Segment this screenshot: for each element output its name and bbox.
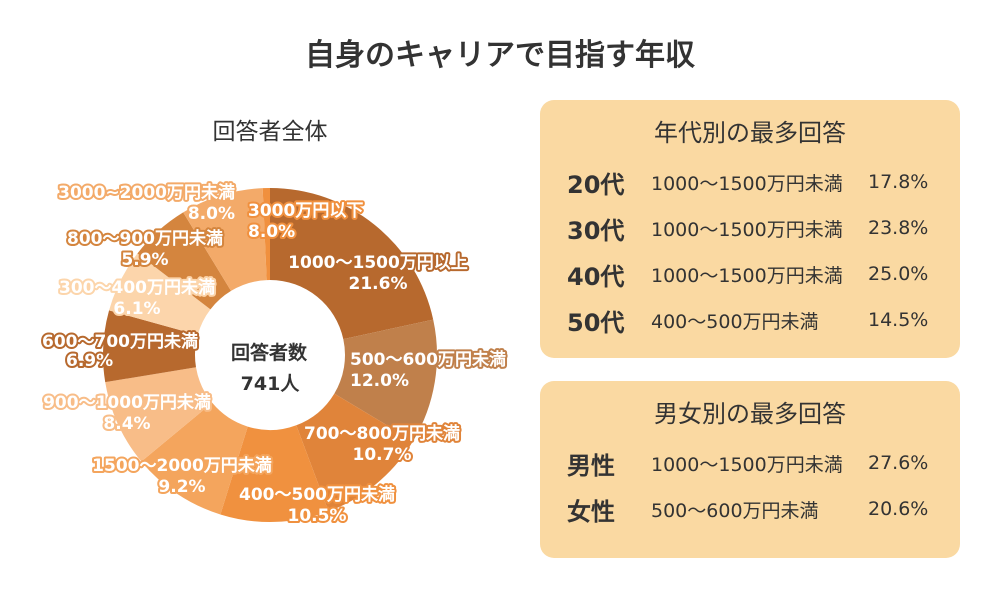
slice-label-value: 10.7%	[353, 445, 412, 465]
gender-row-range: 500〜600万円未満	[651, 499, 819, 522]
gender-row-range: 1000〜1500万円未満	[651, 453, 843, 476]
age-row-range: 400〜500万円未満	[651, 310, 819, 333]
age-row-range: 1000〜1500万円未満	[651, 218, 843, 241]
gender-row-label: 女性	[567, 497, 615, 526]
age-row-percent: 17.8%	[868, 171, 929, 193]
slice-label-category: 3000~2000万円未満	[58, 182, 235, 203]
age-row-label: 20代	[567, 170, 625, 199]
donut-slice	[262, 188, 270, 281]
age-row: 50代 400〜500万円未満 14.5%	[540, 297, 960, 343]
age-row: 40代 1000〜1500万円未満 25.0%	[540, 251, 960, 297]
age-row-label: 40代	[567, 262, 625, 291]
slice-label-category: 500〜600万円未満	[350, 349, 506, 370]
donut-slice	[270, 188, 434, 340]
slice-label-category: 300〜400万円未満	[59, 277, 215, 298]
slice-label-value: 9.2%	[158, 477, 205, 497]
donut-slice	[105, 367, 213, 462]
slice-label-value: 6.1%	[113, 299, 160, 319]
age-panel: 年代別の最多回答 20代 1000〜1500万円未満 17.8% 30代 100…	[540, 100, 960, 358]
age-panel-title: 年代別の最多回答	[654, 119, 846, 147]
age-row-percent: 14.5%	[868, 309, 929, 331]
slice-label-value: 6.9%	[66, 351, 113, 371]
slice-label-category: 900〜1000万円未満	[43, 392, 211, 413]
age-row-percent: 25.0%	[868, 263, 929, 285]
slice-label-value: 5.9%	[121, 250, 168, 270]
donut-slice	[220, 425, 329, 522]
age-row-label: 30代	[567, 216, 625, 245]
gender-panel: 男女別の最多回答 男性 1000〜1500万円未満 27.6% 女性 500〜6…	[540, 381, 960, 558]
age-row-label: 50代	[567, 308, 625, 337]
slice-label-category: 600〜700万円未満	[42, 331, 198, 352]
donut-slice	[137, 212, 232, 310]
slice-label-value: 8.4%	[103, 414, 150, 434]
slice-label-category: 3000万円以下	[248, 201, 363, 221]
age-row-percent: 23.8%	[868, 217, 929, 239]
donut-slice	[109, 253, 211, 335]
slice-label-value: 8.0%	[248, 222, 295, 242]
slice-label-category: 1000〜1500万円以上	[288, 253, 468, 273]
slice-label-value: 8.0%	[188, 204, 235, 224]
age-row-range: 1000〜1500万円未満	[651, 172, 843, 195]
donut-slice	[183, 188, 267, 291]
chart-title: 回答者全体	[212, 119, 328, 145]
gender-row-percent: 27.6%	[868, 452, 929, 474]
donut-slice	[296, 393, 414, 512]
center-label: 回答者数	[231, 341, 308, 364]
donut-slice	[141, 402, 248, 515]
slice-label-value: 12.0%	[350, 371, 409, 391]
gender-row-label: 男性	[567, 451, 615, 480]
page-title: 自身のキャリアで目指す年収	[305, 38, 695, 73]
age-row-range: 1000〜1500万円未満	[651, 264, 843, 287]
gender-row: 男性 1000〜1500万円未満 27.6%	[540, 440, 960, 486]
slice-label-value: 10.5%	[288, 506, 347, 526]
donut-slice	[334, 319, 437, 441]
gender-row: 女性 500〜600万円未満 20.6%	[540, 486, 960, 532]
slice-label-category: 800〜900万円未満	[67, 228, 223, 249]
slice-label-category: 700〜800万円未満	[304, 423, 460, 444]
slice-label-category: 400〜500万円未満	[239, 484, 395, 505]
donut-slices	[102, 188, 437, 522]
gender-row-percent: 20.6%	[868, 498, 929, 520]
age-row: 20代 1000〜1500万円未満 17.8%	[540, 159, 960, 205]
gender-panel-title: 男女別の最多回答	[654, 400, 846, 428]
age-row: 30代 1000〜1500万円未満 23.8%	[540, 205, 960, 251]
slice-label-value: 21.6%	[349, 274, 408, 294]
donut-slice	[102, 310, 198, 383]
slice-label-category: 1500〜2000万円未満	[92, 455, 272, 476]
donut-chart: 回答者数 741人 1000〜1500万円以上21.6%500〜600万円未満1…	[40, 180, 508, 528]
center-value: 741人	[241, 373, 301, 395]
